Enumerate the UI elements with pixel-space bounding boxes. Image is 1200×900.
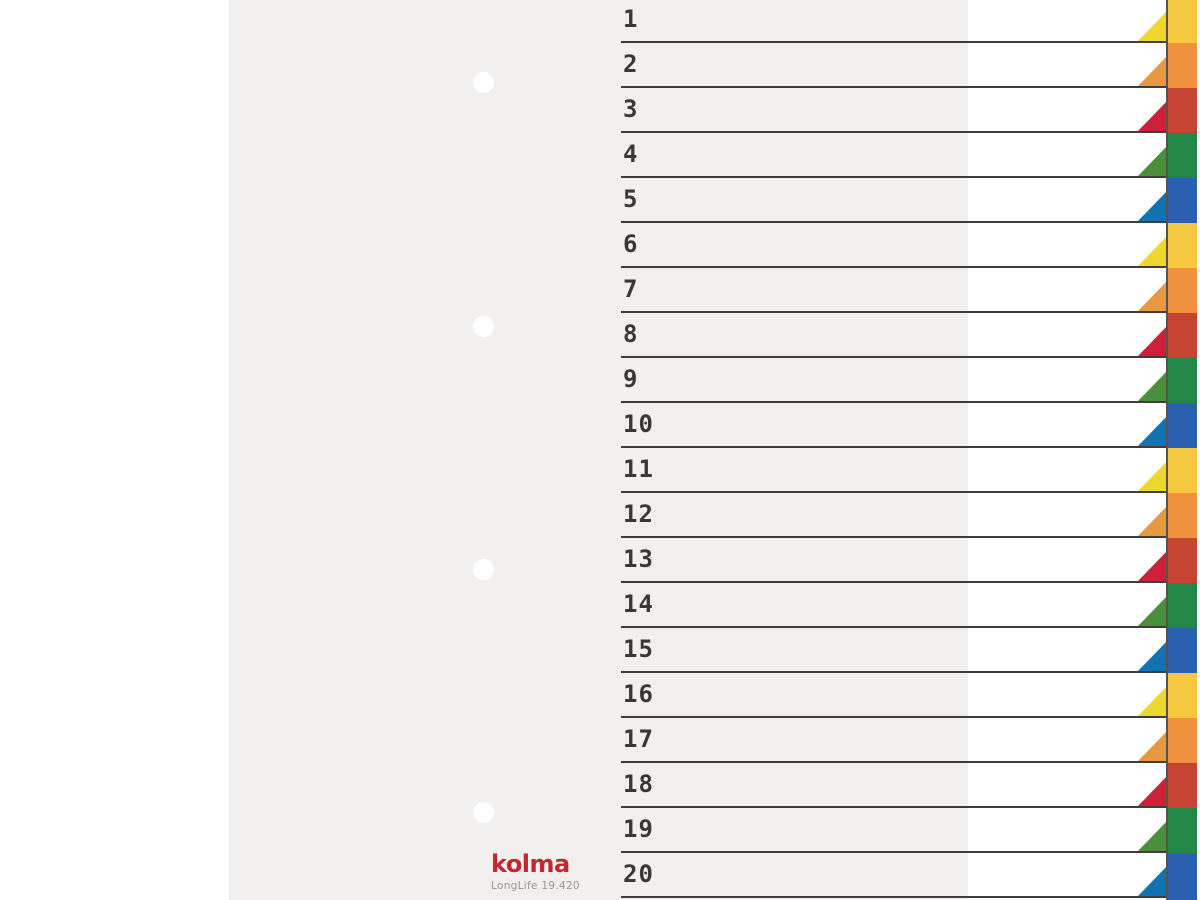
divider-row: 14 <box>621 583 1168 628</box>
tab-strip-section <box>1168 628 1197 673</box>
tab-corner-triangle <box>1138 235 1168 266</box>
tab-strip-section <box>1168 493 1197 538</box>
divider-row: 12 <box>621 493 1168 538</box>
divider-sheet: 1 2 3 4 5 6 7 8 9 10 11 12 13 14 15 16 17 18 19 20 kolma Lo… <box>229 0 1197 900</box>
tab-number: 14 <box>623 590 654 618</box>
tab-number: 18 <box>623 770 654 798</box>
divider-row: 11 <box>621 448 1168 493</box>
divider-row: 15 <box>621 628 1168 673</box>
tab-number: 13 <box>623 545 654 573</box>
tab-number: 3 <box>623 95 639 123</box>
tab-corner-triangle <box>1138 820 1168 851</box>
brand-logo: kolma <box>491 850 570 878</box>
tab-number: 10 <box>623 410 654 438</box>
tab-strip-section <box>1168 403 1197 448</box>
tab-corner-triangle <box>1138 280 1168 311</box>
tab-number: 1 <box>623 5 639 33</box>
tab-corner-triangle <box>1138 550 1168 581</box>
tab-number: 15 <box>623 635 654 663</box>
tab-number: 9 <box>623 365 639 393</box>
rows: 1 2 3 4 5 6 7 8 9 10 11 12 13 14 15 16 17 18 19 20 <box>621 0 1168 898</box>
tab-strip-section <box>1168 0 1197 43</box>
tab-strip-section <box>1168 88 1197 133</box>
divider-row: 16 <box>621 673 1168 718</box>
tab-corner-triangle <box>1138 460 1168 491</box>
tab-strip-section <box>1168 853 1197 898</box>
tab-corner-triangle <box>1138 730 1168 761</box>
tab-strip-section <box>1168 538 1197 583</box>
tab-corner-triangle <box>1138 190 1168 221</box>
divider-row: 4 <box>621 133 1168 178</box>
divider-row: 9 <box>621 358 1168 403</box>
tab-corner-triangle <box>1138 100 1168 131</box>
tab-corner-triangle <box>1138 145 1168 176</box>
tab-strip-section <box>1168 223 1197 268</box>
tab-number: 5 <box>623 185 639 213</box>
tab-strip-section <box>1168 133 1197 178</box>
tab-strip-section <box>1168 763 1197 808</box>
tab-corner-triangle <box>1138 10 1168 41</box>
tab-corner-triangle <box>1138 505 1168 536</box>
tab-corner-triangle <box>1138 595 1168 626</box>
tab-corner-triangle <box>1138 865 1168 896</box>
divider-row: 2 <box>621 43 1168 88</box>
tab-strip-section <box>1168 448 1197 493</box>
divider-row: 13 <box>621 538 1168 583</box>
tab-corner-triangle <box>1138 370 1168 401</box>
tab-number: 6 <box>623 230 639 258</box>
divider-row: 20 <box>621 853 1168 898</box>
brand-block: kolma LongLife 19.420 <box>491 852 580 892</box>
divider-row: 17 <box>621 718 1168 763</box>
divider-row: 3 <box>621 88 1168 133</box>
tab-strip <box>1166 0 1197 900</box>
tab-corner-triangle <box>1138 415 1168 446</box>
tab-strip-section <box>1168 583 1197 628</box>
tab-strip-section <box>1168 358 1197 403</box>
divider-row: 8 <box>621 313 1168 358</box>
tab-corner-triangle <box>1138 640 1168 671</box>
tab-corner-triangle <box>1138 55 1168 86</box>
tab-corner-triangle <box>1138 685 1168 716</box>
brand-model: LongLife 19.420 <box>491 880 580 892</box>
tab-strip-section <box>1168 178 1197 223</box>
tab-number: 8 <box>623 320 639 348</box>
tab-number: 7 <box>623 275 639 303</box>
tab-strip-section <box>1168 718 1197 763</box>
tab-number: 16 <box>623 680 654 708</box>
tab-number: 20 <box>623 860 654 888</box>
tab-strip-section <box>1168 43 1197 88</box>
punch-hole <box>473 802 494 823</box>
tab-strip-section <box>1168 673 1197 718</box>
tab-number: 4 <box>623 140 639 168</box>
divider-row: 18 <box>621 763 1168 808</box>
tab-strip-section <box>1168 313 1197 358</box>
divider-row: 1 <box>621 0 1168 43</box>
punch-hole <box>473 72 494 93</box>
divider-row: 10 <box>621 403 1168 448</box>
tab-corner-triangle <box>1138 775 1168 806</box>
divider-row: 6 <box>621 223 1168 268</box>
punch-hole <box>473 316 494 337</box>
tab-number: 19 <box>623 815 654 843</box>
divider-row: 5 <box>621 178 1168 223</box>
divider-row: 19 <box>621 808 1168 853</box>
tab-number: 11 <box>623 455 654 483</box>
tab-number: 2 <box>623 50 639 78</box>
tab-strip-section <box>1168 808 1197 853</box>
divider-row: 7 <box>621 268 1168 313</box>
tab-number: 12 <box>623 500 654 528</box>
tab-number: 17 <box>623 725 654 753</box>
punch-hole <box>473 559 494 580</box>
tab-corner-triangle <box>1138 325 1168 356</box>
tab-strip-section <box>1168 268 1197 313</box>
